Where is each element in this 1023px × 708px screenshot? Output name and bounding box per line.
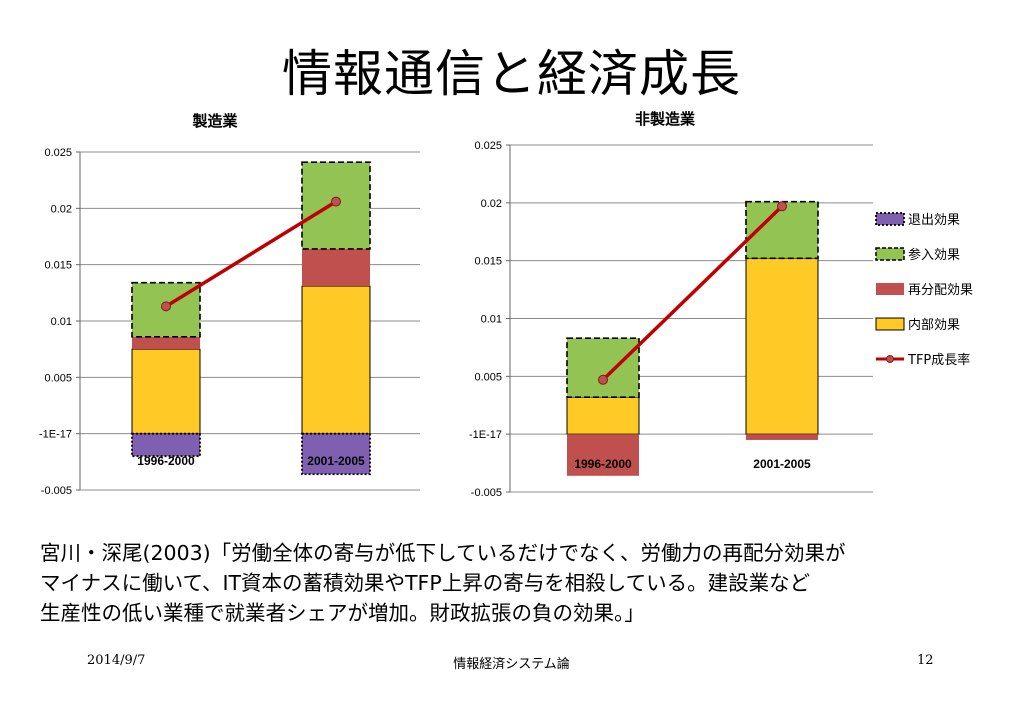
footer-page-number: 12 (917, 653, 934, 668)
bar-segment (566, 396, 640, 435)
legend-label: TFP成長率 (907, 352, 970, 368)
bar-segment (566, 337, 640, 398)
y-tick-label: 0.02 (51, 203, 72, 215)
y-tick-label: -1E-17 (39, 429, 72, 441)
tfp-point (161, 301, 171, 312)
y-tick-label: 0.025 (474, 140, 502, 152)
chart-non-manufacturing: 非製造業 0.025 0.02 0.015 0.01 0.005 -1E-17 -0.005 1… (469, 110, 873, 499)
y-tick-label: -0.005 (41, 485, 72, 497)
body-line: 生産性の低い業種で就業者シェアが増加。財政拡張の負の効果。」 (40, 601, 645, 625)
legend-label: 退出効果 (908, 213, 960, 228)
bar-segment (745, 257, 819, 435)
chart-manufacturing: 製造業 0.025 0.02 0.015 0.01 0.005 -1E-17 -0.005 19… (39, 112, 420, 497)
tfp-point (598, 374, 608, 385)
body-line: マイナスに働いて、IT資本の蓄積効果やTFP上昇の寄与を相殺している。建設業など (40, 571, 811, 595)
footer-center-text: 情報経済システム論 (453, 657, 570, 672)
legend-swatch (875, 212, 905, 226)
chart-title: 非製造業 (635, 110, 696, 128)
legend-swatch (875, 317, 905, 331)
legend-marker (886, 355, 894, 363)
bar-segment (746, 434, 818, 440)
tfp-point (777, 201, 787, 212)
slide-body-text: 宮川・深尾(2003)「労働全体の寄与が低下しているだけでなく、労働力の再配分効… (40, 538, 1000, 628)
legend-swatch (875, 247, 905, 261)
y-tick-label: 0.005 (44, 372, 72, 384)
footer-date: 2014/9/7 (87, 653, 146, 668)
charts-canvas: 製造業 0.025 0.02 0.015 0.01 0.005 -1E-17 -0.005 19… (39, 110, 973, 499)
y-tick-label: 0.015 (474, 256, 502, 268)
legend-label: 参入効果 (908, 247, 960, 263)
y-tick-label: 0.005 (474, 371, 502, 383)
legend-label: 内部効果 (908, 317, 960, 333)
y-tick-label: 0.01 (481, 314, 502, 326)
y-tick-label: 0.015 (44, 260, 72, 272)
y-tick-label: -0.005 (471, 487, 502, 499)
y-tick-label: 0.01 (51, 316, 72, 328)
y-tick-label: -1E-17 (469, 429, 502, 441)
bar-segment (131, 432, 201, 458)
x-category-label: 1996-2000 (137, 454, 195, 468)
bar-segment (301, 432, 371, 476)
tfp-line (601, 205, 784, 382)
bar-segment (302, 248, 370, 287)
tfp-line (165, 200, 337, 308)
y-tick-label: 0.02 (481, 198, 502, 210)
chart-title: 製造業 (191, 112, 238, 130)
bar-segment (301, 285, 371, 435)
legend-swatch (876, 283, 904, 295)
tfp-point (331, 196, 341, 207)
x-category-label: 1996-2000 (574, 457, 632, 471)
body-line: 宮川・深尾(2003)「労働全体の寄与が低下しているだけでなく、労働力の再配分効… (40, 541, 846, 565)
bar-segment (131, 348, 201, 435)
y-tick-label: 0.025 (44, 147, 72, 159)
slide-title: 情報通信と経済成長 (282, 45, 741, 103)
legend-label: 再分配効果 (908, 283, 973, 298)
bar-segment (567, 434, 639, 476)
x-category-label: 2001-2005 (753, 457, 811, 471)
bar-segment (132, 336, 200, 350)
x-category-label: 2001-2005 (307, 454, 365, 468)
